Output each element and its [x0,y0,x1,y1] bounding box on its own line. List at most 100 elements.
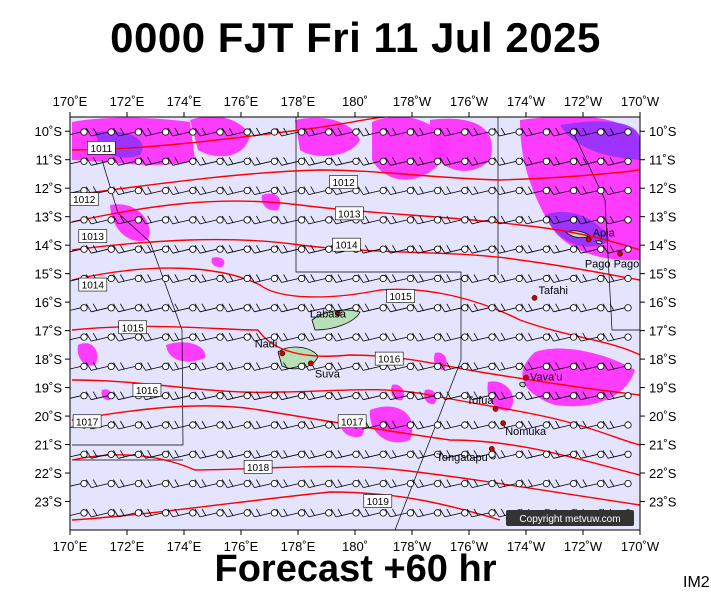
wind-barb [466,274,496,283]
wind-barb [412,244,442,254]
wind-barb [439,420,469,430]
wind-barb [167,332,197,342]
lat-label-left: 20˚S [35,409,63,424]
wind-barb [140,215,170,225]
wind-barb [113,157,142,166]
wind-barb [439,274,469,283]
place-dot [531,295,538,301]
lon-label-bottom: 170˚W [621,539,660,554]
wind-barb [385,332,414,342]
wind-barb [575,127,605,137]
wind-barb [521,274,551,283]
wind-barb [221,186,251,195]
wind-barb [357,450,387,459]
wind-barb [221,274,251,283]
isobar-label: 1012 [329,175,358,189]
maritime-boundaries [72,117,640,530]
wind-barb [303,420,333,430]
isobar-label: 1014 [332,237,361,252]
wind-barb [113,332,142,342]
wind-barb [303,332,333,342]
wind-barb [412,450,442,459]
wind-barb [221,215,251,225]
wind-barb [276,127,306,137]
wind-barb [167,508,197,518]
wind-barb [521,127,551,137]
lon-label-top: 176˚W [450,94,489,109]
tick-layer [65,112,645,535]
wind-barb [439,391,469,401]
wind-barb [70,128,88,136]
wind-barb [466,420,496,430]
isobar-value: 1014 [335,241,358,252]
isobar-label: 1016 [374,351,404,366]
wind-barb [194,508,224,518]
wind-barb [276,186,306,195]
boundary-line [571,129,640,331]
wind-barb [575,157,605,166]
isobar-value: 1013 [338,209,361,220]
wind-barb [412,332,442,342]
wind-barb [140,274,170,283]
rain-area [211,257,225,268]
wind-barb [493,127,523,137]
wind-barb [602,303,632,313]
isobar-label: 1016 [132,383,162,397]
wind-barb [412,362,442,371]
wind-barb [303,215,333,225]
isobar-line [71,491,501,521]
place-dot [492,406,499,412]
place-dot [585,236,592,243]
isobar-value: 1013 [82,232,105,243]
chart-title: 0000 FJT Fri 11 Jul 2025 [110,14,601,61]
wind-barb [167,274,197,283]
wind-barb [548,215,578,225]
lon-label-top: 174˚W [507,94,546,109]
lat-label-right: 19˚S [649,381,677,396]
wind-barb [466,362,496,371]
wind-barb [140,244,170,254]
wind-barb [385,391,414,401]
wind-barb [466,479,496,488]
wind-barb [167,420,197,430]
wind-barb [85,362,115,371]
wind-barb [439,332,469,342]
wind-barb [70,362,88,370]
rain-area [391,384,405,401]
wind-barb [276,332,306,342]
place-dot [617,250,623,257]
isobar-value: 1014 [82,281,105,292]
lon-label-bottom: 172˚E [110,539,145,554]
wind-barb [140,420,170,430]
island [595,240,603,245]
wind-barb [548,362,578,371]
place-dot [335,310,341,317]
wind-barb [439,450,469,459]
lon-label-bottom: 172˚W [564,539,603,554]
wind-barb [439,479,469,488]
isobar-label: 1011 [87,141,116,155]
lon-label-top: 178˚E [281,94,316,109]
wind-barb [521,479,551,488]
wind-barb [276,303,306,313]
place-name: Vava'u [530,372,562,384]
wind-barb [140,362,170,371]
isobar-label-layer: 1011 1012 1012 1013 1013 1014 1014 1015 1015 1016… [70,141,415,508]
wind-barb [113,244,142,254]
place-marker: Vava'u [523,372,562,384]
place-name: Pago Pago [585,259,639,271]
wind-barb [276,450,306,459]
wind-barb [113,215,142,225]
wind-barb [575,274,605,283]
wind-barb [412,215,442,225]
wind-barb [276,391,306,401]
wind-barb [357,274,387,283]
lat-label-right: 14˚S [649,238,677,253]
wind-barb [167,244,197,254]
place-marker: Suva [307,360,341,380]
wind-barb [493,157,523,166]
lat-label-right: 16˚S [649,295,677,310]
lon-label-bottom: 170˚E [53,539,88,554]
wind-barb [575,244,605,254]
wind-barb [303,157,333,166]
